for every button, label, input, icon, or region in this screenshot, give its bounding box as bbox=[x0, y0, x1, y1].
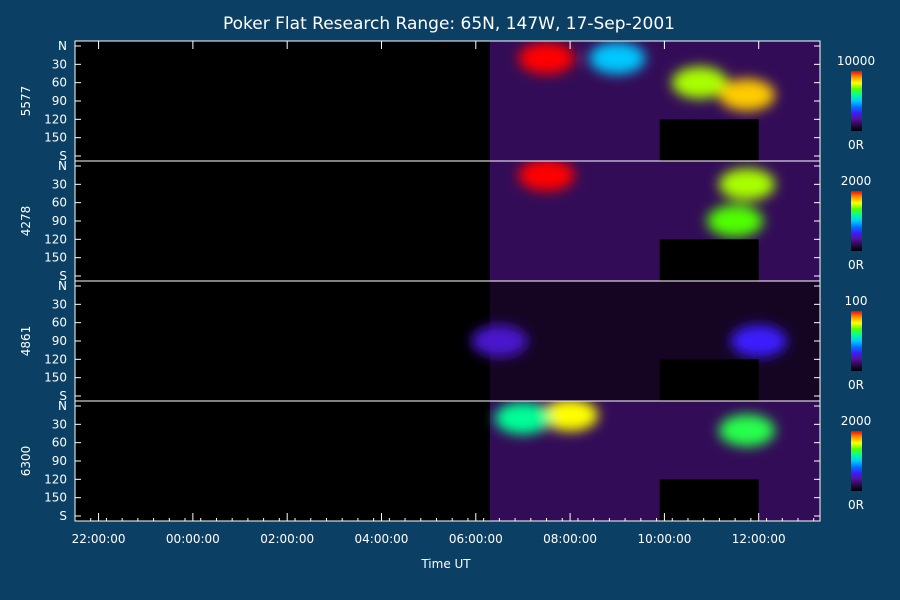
intensity-blob bbox=[518, 42, 575, 75]
x-tick-label: 08:00:00 bbox=[543, 532, 597, 546]
y-tick-label: 90 bbox=[52, 454, 67, 468]
intensity-blob bbox=[471, 325, 528, 357]
y-tick-label: S bbox=[59, 149, 67, 163]
y-tick-label: 90 bbox=[52, 94, 67, 108]
y-tick-label: 120 bbox=[44, 472, 67, 486]
y-tick-label: 150 bbox=[44, 371, 67, 385]
y-tick-label: 120 bbox=[44, 352, 67, 366]
panels-group: N 30 60 90 120 150 S 5577 10000 0R N 30 60 90 120 150 S 4… bbox=[19, 39, 875, 523]
colorbar-min-label: 0R bbox=[848, 258, 864, 272]
intensity-blob bbox=[730, 325, 787, 357]
colorbar-min-label: 0R bbox=[848, 378, 864, 392]
y-tick-label: 30 bbox=[52, 57, 67, 71]
y-tick-label: 150 bbox=[44, 251, 67, 265]
intensity-blob bbox=[707, 205, 764, 237]
intensity-blob bbox=[518, 161, 575, 192]
colorbar-max-label: 100 bbox=[845, 294, 868, 308]
x-tick-label: 12:00:00 bbox=[732, 532, 786, 546]
y-tick-label: N bbox=[58, 39, 67, 53]
colorbar-max-label: 10000 bbox=[837, 54, 875, 68]
intensity-blob bbox=[542, 401, 599, 432]
intensity-blob bbox=[718, 168, 775, 201]
data-gap bbox=[659, 359, 759, 401]
x-tick-label: 00:00:00 bbox=[166, 532, 220, 546]
x-axis-title: Time UT bbox=[420, 557, 471, 571]
y-tick-label: 90 bbox=[52, 334, 67, 348]
colorbar-min-label: 0R bbox=[848, 138, 864, 152]
intensity-blob bbox=[718, 414, 775, 447]
y-tick-label: 90 bbox=[52, 214, 67, 228]
intensity-blob bbox=[671, 66, 728, 99]
x-tick-label: 04:00:00 bbox=[355, 532, 409, 546]
y-tick-label: 120 bbox=[44, 112, 67, 126]
y-tick-label: 30 bbox=[52, 297, 67, 311]
panel-4861: N 30 60 90 120 150 S 4861 100 0R bbox=[19, 279, 867, 403]
intensity-blob bbox=[494, 402, 551, 435]
y-tick-label: 60 bbox=[52, 196, 67, 210]
figure-title: Poker Flat Research Range: 65N, 147W, 17… bbox=[223, 14, 675, 34]
intensity-layer bbox=[471, 325, 787, 357]
colorbar bbox=[851, 311, 862, 371]
y-tick-label: 30 bbox=[52, 417, 67, 431]
wavelength-label: 4278 bbox=[19, 206, 33, 237]
colorbar-max-label: 2000 bbox=[841, 174, 872, 188]
colorbar-max-label: 2000 bbox=[841, 414, 872, 428]
y-tick-label: N bbox=[58, 399, 67, 413]
colorbar bbox=[851, 191, 862, 251]
intensity-layer bbox=[518, 42, 775, 111]
y-tick-label: 150 bbox=[44, 131, 67, 145]
y-tick-label: S bbox=[59, 509, 67, 523]
y-tick-label: S bbox=[59, 389, 67, 403]
y-tick-label: 120 bbox=[44, 232, 67, 246]
panel-6300: N 30 60 90 120 150 S 6300 2000 0R bbox=[19, 399, 871, 523]
y-tick-label: N bbox=[58, 279, 67, 293]
data-gap bbox=[659, 119, 759, 161]
y-tick-label: 60 bbox=[52, 436, 67, 450]
y-tick-label: 150 bbox=[44, 491, 67, 505]
panel-4278: N 30 60 90 120 150 S 4278 2000 0R bbox=[19, 159, 871, 283]
y-tick-label: 30 bbox=[52, 177, 67, 191]
x-tick-label: 22:00:00 bbox=[72, 532, 126, 546]
wavelength-label: 5577 bbox=[19, 86, 33, 117]
wavelength-label: 6300 bbox=[19, 446, 33, 477]
colorbar-min-label: 0R bbox=[848, 498, 864, 512]
data-gap bbox=[659, 239, 759, 281]
y-tick-label: 60 bbox=[52, 76, 67, 90]
time-axis: 22:00:00 00:00:00 02:00:00 04:00:00 06:00:00… bbox=[72, 41, 815, 546]
y-tick-label: S bbox=[59, 269, 67, 283]
intensity-layer bbox=[494, 401, 775, 447]
intensity-blob bbox=[589, 42, 646, 75]
intensity-blob bbox=[718, 78, 775, 111]
x-tick-label: 10:00:00 bbox=[637, 532, 691, 546]
panel-5577: N 30 60 90 120 150 S 5577 10000 0R bbox=[19, 39, 875, 163]
colorbar bbox=[851, 431, 862, 491]
x-tick-label: 02:00:00 bbox=[260, 532, 314, 546]
y-tick-label: N bbox=[58, 159, 67, 173]
colorbar bbox=[851, 71, 862, 131]
y-tick-label: 60 bbox=[52, 316, 67, 330]
data-gap bbox=[659, 479, 759, 521]
wavelength-label: 4861 bbox=[19, 326, 33, 357]
intensity-layer bbox=[518, 161, 775, 237]
x-tick-label: 06:00:00 bbox=[449, 532, 503, 546]
